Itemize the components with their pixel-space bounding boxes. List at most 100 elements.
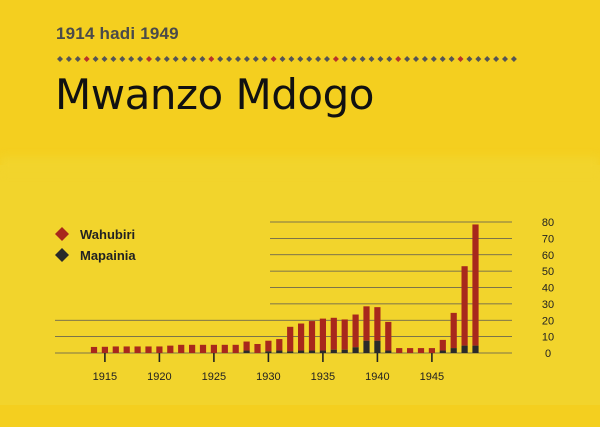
bar-wahubiri [243, 341, 250, 351]
bar-wahubiri [210, 344, 217, 353]
divider-dot [83, 56, 90, 62]
bar-wahubiri [221, 344, 228, 353]
bar-wahubiri [450, 312, 457, 349]
divider-dot [421, 56, 428, 62]
x-tick-label: 1930 [256, 371, 280, 383]
bar-wahubiri [363, 306, 370, 341]
divider-dot [386, 56, 393, 62]
bar-wahubiri [374, 307, 381, 341]
divider-dot [395, 56, 402, 62]
divider-dot [261, 56, 268, 62]
bar-mapainia [341, 349, 348, 353]
bar-mapainia [287, 351, 294, 353]
bar-wahubiri [112, 346, 119, 353]
bar-mapainia [276, 350, 283, 353]
x-tick-label: 1925 [202, 371, 226, 383]
divider-dot [101, 56, 108, 62]
chart-subtitle: 1914 hadi 1949 [56, 24, 179, 43]
bar-mapainia [374, 340, 381, 353]
y-tick-label: 40 [542, 283, 554, 295]
bar-wahubiri [178, 344, 185, 353]
divider-dot [315, 56, 322, 62]
bar-wahubiri [189, 344, 196, 353]
divider-dot [466, 56, 473, 62]
bar-wahubiri [385, 321, 392, 351]
divider-dot [377, 56, 384, 62]
divider-dot [146, 56, 152, 62]
bar-mapainia [265, 351, 272, 353]
bar-mapainia [472, 345, 479, 353]
bar-mapainia [439, 350, 446, 353]
bar-wahubiri [156, 346, 163, 353]
divider-dot [457, 56, 464, 62]
divider-dot [279, 56, 286, 62]
y-tick-label: 50 [542, 266, 554, 278]
x-tick-label: 1940 [365, 371, 389, 383]
bar-wahubiri [287, 326, 294, 352]
legend-label: Mapainia [80, 248, 136, 263]
bar-wahubiri [134, 346, 141, 353]
divider-dot [270, 56, 277, 62]
y-tick-label: 70 [542, 233, 554, 245]
bar-mapainia [352, 347, 359, 353]
divider-dot [190, 56, 197, 62]
x-tick-label: 1915 [93, 371, 117, 383]
footer-band [0, 405, 600, 427]
y-tick-label: 60 [542, 250, 554, 262]
divider-dot [324, 56, 330, 62]
y-tick-label: 20 [542, 315, 554, 327]
bar-wahubiri [101, 346, 108, 353]
divider-dot [502, 56, 508, 62]
divider-dot [359, 56, 366, 62]
bar-wahubiri [428, 348, 435, 353]
bar-wahubiri [396, 348, 403, 353]
bar-wahubiri [199, 344, 207, 353]
bar-wahubiri [123, 346, 130, 353]
bar-mapainia [243, 350, 250, 353]
bar-wahubiri [90, 346, 98, 353]
divider-dot [92, 56, 99, 62]
y-tick-label: 0 [545, 348, 551, 360]
divider-dot [484, 56, 491, 62]
divider-dot [137, 56, 144, 62]
divider-dot [252, 56, 259, 62]
bar-mapainia [461, 345, 468, 353]
divider-dot [368, 56, 375, 62]
divider-dot [57, 56, 63, 62]
bar-wahubiri [407, 348, 414, 353]
divider-dot [119, 56, 126, 62]
divider-dot [288, 56, 295, 62]
bar-wahubiri [472, 224, 479, 346]
divider-dot [404, 56, 411, 62]
divider-dot [243, 56, 250, 62]
bar-mapainia [298, 350, 305, 353]
divider-dot [297, 56, 304, 62]
bar-wahubiri [298, 323, 305, 351]
bar-wahubiri [439, 339, 446, 351]
divider-dot [128, 56, 135, 62]
divider-dot [172, 56, 179, 62]
divider-dot [475, 56, 482, 62]
dotted-divider [57, 56, 517, 62]
divider-dot [493, 56, 500, 62]
bar-wahubiri [417, 348, 425, 353]
divider-dot [154, 56, 161, 62]
divider-dot [510, 56, 517, 62]
y-tick-label: 30 [542, 299, 554, 311]
legend-wahubiri-icon [55, 227, 69, 241]
divider-dot [306, 56, 313, 62]
bar-wahubiri [330, 317, 337, 350]
divider-dot [350, 56, 357, 62]
divider-dot [448, 56, 455, 62]
divider-dot [226, 56, 233, 62]
divider-dot [341, 56, 348, 62]
x-tick-label: 1935 [311, 371, 335, 383]
divider-dot [163, 56, 170, 62]
bar-wahubiri [265, 340, 272, 352]
bar-wahubiri [254, 343, 261, 353]
divider-dot [199, 56, 206, 62]
y-tick-label: 10 [542, 332, 554, 344]
legend-label: Wahubiri [80, 227, 135, 242]
x-tick-label: 1945 [420, 371, 444, 383]
